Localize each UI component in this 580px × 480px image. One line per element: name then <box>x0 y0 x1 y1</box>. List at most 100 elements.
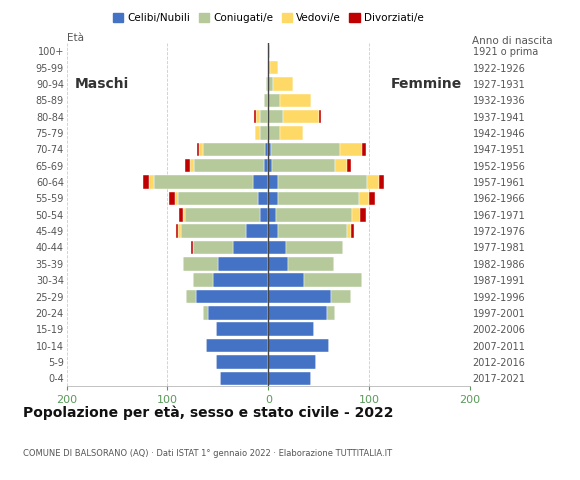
Bar <box>268 77 273 91</box>
Bar <box>253 175 268 189</box>
Bar <box>184 208 260 221</box>
Bar <box>266 77 268 91</box>
Bar <box>268 225 278 238</box>
Bar <box>203 143 265 156</box>
Text: COMUNE DI BALSORANO (AQ) · Dati ISTAT 1° gennaio 2022 · Elaborazione TUTTITALIA.: COMUNE DI BALSORANO (AQ) · Dati ISTAT 1°… <box>23 449 392 458</box>
Bar <box>379 175 384 189</box>
Bar <box>258 192 268 205</box>
Bar <box>260 208 268 221</box>
Bar <box>340 143 362 156</box>
Bar <box>193 241 233 254</box>
Bar <box>369 192 375 205</box>
Bar <box>208 306 268 320</box>
Bar <box>186 290 195 303</box>
Bar <box>206 339 268 352</box>
Bar <box>268 372 310 385</box>
Bar <box>154 175 253 189</box>
Bar <box>278 192 359 205</box>
Bar <box>272 159 335 172</box>
Bar <box>327 306 335 320</box>
Bar <box>265 143 268 156</box>
Bar <box>347 225 351 238</box>
Text: Maschi: Maschi <box>75 77 129 91</box>
Text: Età: Età <box>67 33 84 43</box>
Bar <box>216 323 268 336</box>
Bar <box>193 274 213 287</box>
Bar <box>271 143 340 156</box>
Bar <box>143 175 149 189</box>
Bar <box>183 208 184 221</box>
Bar <box>360 208 366 221</box>
Bar <box>149 175 154 189</box>
Bar <box>213 274 268 287</box>
Bar <box>362 143 366 156</box>
Bar <box>276 208 352 221</box>
Bar <box>255 126 260 140</box>
Bar <box>347 159 351 172</box>
Bar <box>268 61 270 74</box>
Bar <box>268 241 287 254</box>
Bar <box>335 159 347 172</box>
Bar <box>264 94 268 107</box>
Bar <box>216 355 268 369</box>
Bar <box>260 126 268 140</box>
Bar <box>331 290 351 303</box>
Bar <box>268 126 280 140</box>
Bar <box>195 290 268 303</box>
Bar <box>268 110 284 123</box>
Bar <box>254 110 256 123</box>
Bar <box>367 175 379 189</box>
Bar <box>268 94 280 107</box>
Bar <box>352 208 360 221</box>
Text: Femmine: Femmine <box>390 77 462 91</box>
Bar <box>351 225 354 238</box>
Bar <box>268 339 329 352</box>
Bar <box>176 225 177 238</box>
Bar <box>268 175 278 189</box>
Bar <box>190 159 194 172</box>
Bar <box>197 143 199 156</box>
Bar <box>194 159 264 172</box>
Bar <box>270 61 278 74</box>
Bar <box>318 110 321 123</box>
Bar <box>246 225 268 238</box>
Bar <box>191 241 193 254</box>
Legend: Celibi/Nubili, Coniugati/e, Vedovi/e, Divorziati/e: Celibi/Nubili, Coniugati/e, Vedovi/e, Di… <box>108 9 428 27</box>
Bar <box>287 241 343 254</box>
Bar <box>268 306 327 320</box>
Bar <box>268 192 278 205</box>
Bar <box>199 143 203 156</box>
Bar <box>175 192 177 205</box>
Bar <box>278 175 367 189</box>
Bar <box>180 225 246 238</box>
Bar <box>177 225 180 238</box>
Bar <box>359 192 369 205</box>
Bar <box>218 257 268 271</box>
Bar <box>268 323 314 336</box>
Bar <box>264 159 268 172</box>
Bar <box>268 274 303 287</box>
Bar <box>183 257 218 271</box>
Bar <box>268 290 331 303</box>
Bar <box>169 192 175 205</box>
Bar <box>184 159 190 172</box>
Bar <box>256 110 260 123</box>
Text: Anno di nascita: Anno di nascita <box>472 36 552 46</box>
Text: Popolazione per età, sesso e stato civile - 2022: Popolazione per età, sesso e stato civil… <box>23 406 394 420</box>
Bar <box>268 45 270 58</box>
Bar <box>268 208 276 221</box>
Bar <box>280 126 303 140</box>
Bar <box>268 257 288 271</box>
Bar <box>284 110 318 123</box>
Bar <box>268 355 316 369</box>
Bar <box>280 94 310 107</box>
Bar <box>220 372 268 385</box>
Bar <box>268 143 271 156</box>
Bar <box>273 77 293 91</box>
Bar <box>278 225 347 238</box>
Bar <box>260 110 268 123</box>
Bar <box>177 192 258 205</box>
Bar <box>288 257 333 271</box>
Bar <box>268 159 272 172</box>
Bar <box>303 274 362 287</box>
